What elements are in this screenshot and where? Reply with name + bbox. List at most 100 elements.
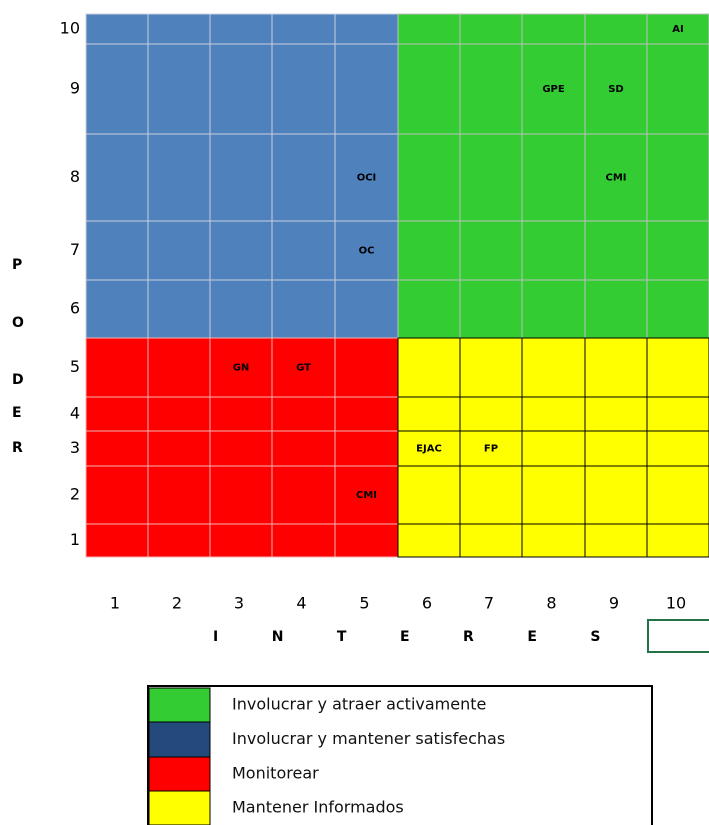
cell [584,396,648,432]
cell [646,43,709,135]
cell [85,465,149,525]
cell [147,133,211,222]
cell-label: OC [359,246,375,257]
column-label: 2 [172,594,182,613]
cell [521,396,586,432]
row-label: 9 [70,79,80,98]
row-label: 2 [70,485,80,504]
cell [85,337,149,398]
cell [147,396,211,432]
cell [584,220,648,281]
legend-label: Involucrar y mantener satisfechas [232,729,505,748]
legend-swatch [148,687,211,723]
cell [85,396,149,432]
cell [209,465,273,525]
cell [459,465,523,525]
column-label: 9 [609,594,619,613]
cell [584,133,648,222]
cell-label: OCI [357,173,377,184]
cell [334,43,399,135]
cell-label: EJAC [416,444,442,455]
cell [209,396,273,432]
cell-label: FP [484,444,498,455]
column-label: 8 [546,594,556,613]
legend-swatch [148,756,211,792]
cell [646,465,709,525]
legend-swatch [148,721,211,758]
cell [209,133,273,222]
cell [397,337,461,398]
column-label: 7 [484,594,494,613]
cell [334,523,399,558]
cell [521,43,586,135]
cell [459,337,523,398]
cell [147,465,211,525]
cell [271,13,336,45]
cell [397,43,461,135]
cell [271,133,336,222]
cell [85,430,149,467]
cell [271,220,336,281]
cell [646,220,709,281]
cell [147,337,211,398]
selected-cell[interactable] [647,619,709,653]
x-axis-title: INTERES [213,629,654,645]
cell [334,279,399,339]
cell [147,279,211,339]
cell [85,133,149,222]
cell [521,279,586,339]
column-label: 1 [110,594,120,613]
cell [85,279,149,339]
cell [334,133,399,222]
cell [397,523,461,558]
row-label: 4 [70,404,80,423]
cell [521,465,586,525]
legend-label: Mantener Informados [232,798,404,817]
cell-label: GT [296,363,311,374]
cell [459,43,523,135]
cell [209,13,273,45]
cell-label: CMI [605,173,626,184]
row-label: 8 [70,167,80,186]
cell [271,396,336,432]
cell [459,430,523,467]
legend-swatch [148,790,211,825]
cell [646,337,709,398]
cell [85,523,149,558]
cell [521,220,586,281]
row-label: 3 [70,438,80,457]
cell [334,220,399,281]
cell-label: AI [672,24,683,35]
column-label: 5 [359,594,369,613]
cell [209,279,273,339]
cell [521,523,586,558]
cell [521,13,586,45]
cell [334,430,399,467]
cell [584,465,648,525]
cell [584,279,648,339]
cell [646,13,709,45]
cell [584,13,648,45]
cell [459,523,523,558]
cell [271,43,336,135]
cell [646,396,709,432]
cell [397,465,461,525]
cell [584,430,648,467]
cell [397,13,461,45]
cell [459,133,523,222]
row-label: 5 [70,357,80,376]
column-label: 10 [666,594,686,613]
cell [459,396,523,432]
cell [147,13,211,45]
cell [209,523,273,558]
column-label: 6 [422,594,432,613]
cell [271,279,336,339]
cell [397,396,461,432]
cell-label: CMI [356,490,377,501]
column-label: 3 [234,594,244,613]
cell [209,337,273,398]
cell [584,523,648,558]
cell [521,430,586,467]
